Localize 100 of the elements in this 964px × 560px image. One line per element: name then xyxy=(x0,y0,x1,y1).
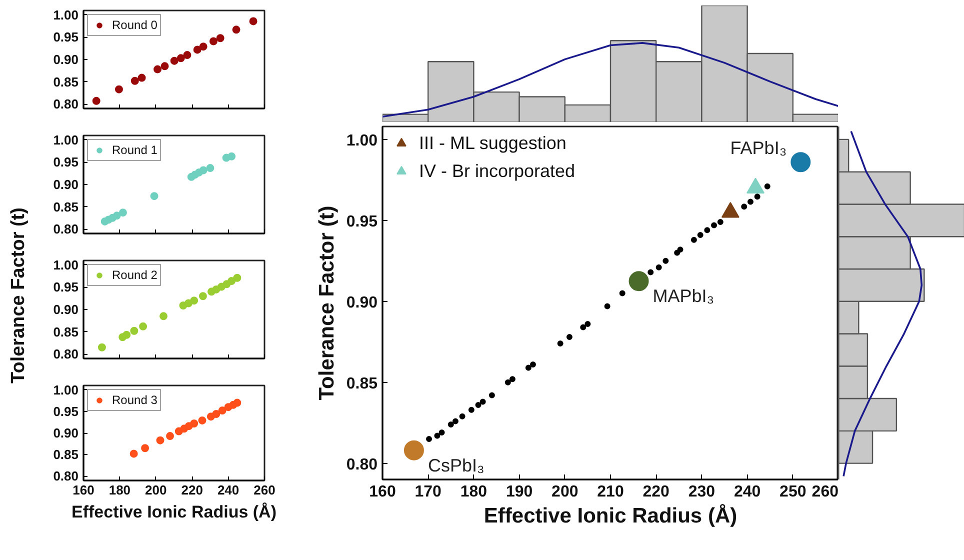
legend-label: III - ML suggestion xyxy=(419,132,566,154)
y-tick-label: 0.90 xyxy=(53,52,79,67)
y-tick-label: 0.95 xyxy=(53,404,79,419)
point xyxy=(434,432,440,439)
point xyxy=(488,392,495,398)
y-tick-label: 0.80 xyxy=(53,346,79,362)
point xyxy=(130,326,138,335)
y-tick-label: 1.00 xyxy=(53,132,79,148)
point xyxy=(747,198,754,205)
point xyxy=(690,236,697,243)
y-tick-label: 0.90 xyxy=(53,177,79,192)
point xyxy=(183,51,192,60)
y-tick-label: 1.00 xyxy=(53,7,79,22)
point xyxy=(233,274,242,282)
x-tick-label: 180 xyxy=(460,484,488,500)
x-tick-label: 210 xyxy=(597,484,624,500)
point xyxy=(112,212,121,220)
point xyxy=(790,152,811,172)
legend-label: IV - Br incorporated xyxy=(419,160,576,182)
point xyxy=(139,322,148,330)
y-tick-label: 0.85 xyxy=(53,199,79,214)
y-tick-label: 0.85 xyxy=(53,74,79,90)
point xyxy=(677,246,684,253)
y-tick-label: 1.00 xyxy=(53,257,79,272)
y-tick-label: 0.80 xyxy=(53,468,79,484)
x-axis-title: Effective Ionic Radius (Å) xyxy=(484,504,738,528)
x-tick-label: 160 xyxy=(72,482,94,498)
point xyxy=(711,222,718,228)
point xyxy=(754,194,760,200)
point xyxy=(662,258,669,264)
x-tick-label: 190 xyxy=(506,484,533,500)
point xyxy=(468,406,474,413)
point xyxy=(697,232,704,238)
annotation: CsPbI₃ xyxy=(428,455,484,476)
legend-label: Round 0 xyxy=(112,18,158,32)
point xyxy=(218,406,226,415)
x-tick-label: 240 xyxy=(217,482,240,498)
point xyxy=(228,152,236,160)
point xyxy=(122,330,131,339)
point xyxy=(509,376,516,382)
point xyxy=(426,436,432,442)
y-tick-label: 0.95 xyxy=(53,280,79,295)
point xyxy=(138,74,146,82)
point xyxy=(190,296,198,305)
y-tick-label: 1.00 xyxy=(53,382,79,398)
point xyxy=(628,271,649,292)
y-tick-label: 0.80 xyxy=(53,96,79,112)
point xyxy=(130,450,138,458)
point xyxy=(130,76,139,85)
point xyxy=(141,444,150,452)
point xyxy=(530,362,536,368)
x-tick-label: 220 xyxy=(642,484,670,500)
x-tick-label: 180 xyxy=(108,482,131,498)
point xyxy=(166,432,174,440)
y-tick-label: 0.85 xyxy=(53,447,79,462)
point xyxy=(438,430,445,436)
x-tick-label: 200 xyxy=(552,484,578,500)
point xyxy=(209,37,218,46)
point xyxy=(212,410,220,418)
point xyxy=(114,85,123,94)
legend-label: Round 3 xyxy=(112,393,158,407)
x-tick-label: 260 xyxy=(254,482,276,498)
point xyxy=(160,62,169,70)
y-tick-label: 1.00 xyxy=(346,132,378,150)
point xyxy=(604,303,610,310)
point xyxy=(160,312,168,320)
annotation: FAPbI₃ xyxy=(730,138,787,158)
point xyxy=(198,292,207,300)
point xyxy=(249,17,258,26)
y-tick-label: 0.95 xyxy=(346,213,378,230)
point xyxy=(619,290,626,296)
point xyxy=(704,227,710,234)
point xyxy=(92,96,100,105)
point xyxy=(150,192,158,200)
point xyxy=(584,321,591,328)
annotation: MAPbI₃ xyxy=(652,286,714,306)
y-tick-label: 0.85 xyxy=(53,324,79,340)
point xyxy=(717,219,724,226)
legend-label: Round 1 xyxy=(112,143,158,157)
point xyxy=(170,56,178,65)
point xyxy=(448,421,454,428)
x-tick-label: 250 xyxy=(780,484,806,500)
point xyxy=(216,34,224,42)
point xyxy=(190,420,198,428)
point xyxy=(206,164,214,172)
y-tick-label: 0.90 xyxy=(53,302,79,317)
point xyxy=(176,54,185,62)
point xyxy=(193,46,202,54)
x-axis-title: Effective Ionic Radius (Å) xyxy=(72,502,276,522)
x-tick-label: 200 xyxy=(145,482,167,498)
point xyxy=(525,364,532,371)
point xyxy=(118,208,127,217)
point xyxy=(580,324,586,330)
y-tick-label: 0.90 xyxy=(53,426,79,440)
y-tick-label: 0.85 xyxy=(346,375,378,392)
point xyxy=(233,398,242,407)
y-tick-label: 0.95 xyxy=(53,154,79,170)
x-tick-label: 160 xyxy=(369,484,396,500)
point xyxy=(199,166,208,174)
y-tick-label: 0.95 xyxy=(53,30,79,45)
